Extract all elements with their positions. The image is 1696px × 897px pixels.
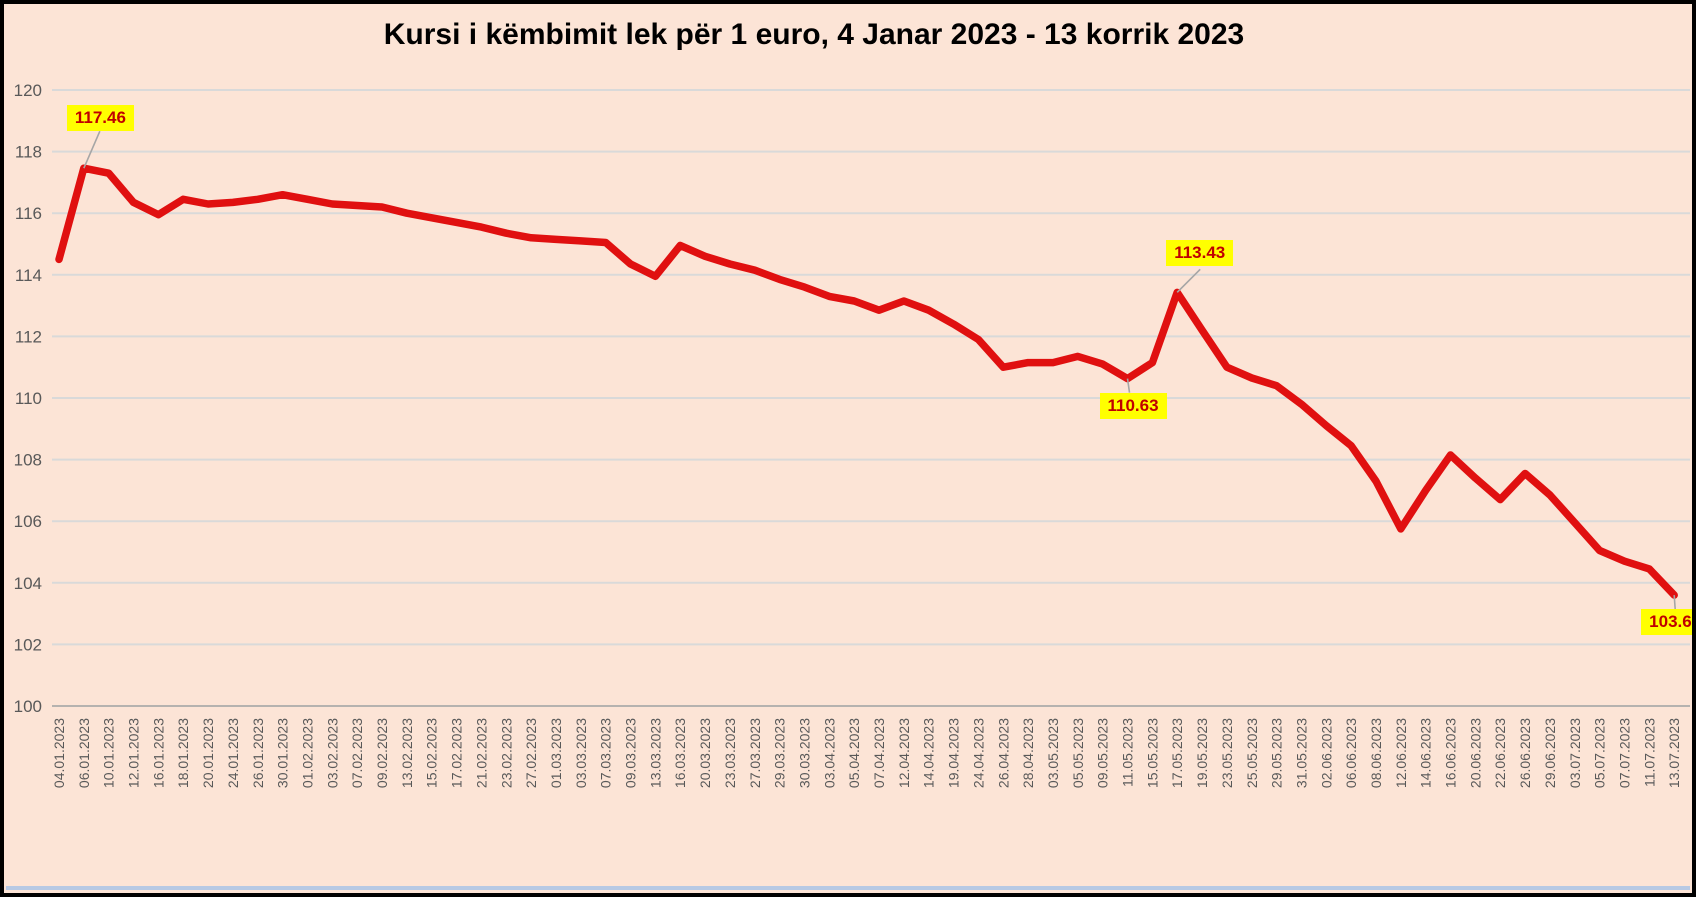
x-tick-label: 17.02.2023 — [449, 718, 465, 788]
x-tick-label: 05.05.2023 — [1070, 718, 1086, 788]
x-tick-label: 12.04.2023 — [896, 718, 912, 788]
x-tick-label: 07.07.2023 — [1616, 718, 1632, 788]
x-tick-label: 19.05.2023 — [1194, 718, 1210, 788]
y-tick-label: 102 — [14, 635, 42, 654]
x-tick-label: 11.05.2023 — [1120, 718, 1136, 787]
x-tick-label: 22.06.2023 — [1492, 718, 1508, 788]
line-plot: 100 102 104 106 108 110 112 114 116 118 120 04.01.2… — [14, 81, 1690, 788]
x-tick-label: 09.05.2023 — [1095, 718, 1111, 788]
x-tick-label: 13.02.2023 — [399, 718, 415, 788]
x-tick-label: 08.06.2023 — [1368, 718, 1384, 788]
y-tick-label: 104 — [14, 574, 42, 593]
x-tick-label: 19.04.2023 — [946, 718, 962, 788]
x-tick-label: 16.03.2023 — [672, 718, 688, 788]
x-tick-label: 20.01.2023 — [200, 718, 216, 788]
y-tick-label: 100 — [14, 697, 42, 716]
x-tick-label: 07.04.2023 — [871, 718, 887, 788]
x-tick-label: 30.01.2023 — [275, 718, 291, 788]
x-tick-label: 25.05.2023 — [1244, 718, 1260, 788]
x-tick-label: 18.01.2023 — [175, 718, 191, 788]
x-tick-label: 23.03.2023 — [722, 718, 738, 788]
y-tick-label: 116 — [15, 204, 42, 223]
x-tick-label: 14.04.2023 — [921, 718, 937, 788]
y-tick-label: 106 — [14, 512, 42, 531]
x-tick-label: 03.02.2023 — [324, 718, 340, 788]
callout-leader-line — [1673, 595, 1676, 610]
x-tick-label: 27.03.2023 — [747, 718, 763, 788]
data-label-callout: 110.63 — [1099, 392, 1167, 419]
callout-leader-line — [1176, 268, 1201, 293]
y-tick-label: 114 — [15, 266, 42, 285]
x-tick-label: 17.05.2023 — [1169, 718, 1185, 788]
x-tick-label: 06.06.2023 — [1343, 718, 1359, 788]
x-tick-label: 07.02.2023 — [349, 718, 365, 788]
x-tick-label: 02.06.2023 — [1318, 718, 1334, 788]
x-tick-label: 09.03.2023 — [623, 718, 639, 788]
x-tick-label: 26.04.2023 — [995, 718, 1011, 788]
x-tick-label: 30.03.2023 — [796, 718, 812, 788]
x-tick-label: 28.04.2023 — [1020, 718, 1036, 788]
x-tick-label: 24.04.2023 — [970, 718, 986, 788]
x-tick-label: 20.06.2023 — [1467, 718, 1483, 788]
x-tick-label: 11.07.2023 — [1641, 718, 1657, 787]
callout-leader-line — [1126, 378, 1131, 393]
x-tick-label: 26.06.2023 — [1517, 718, 1533, 788]
x-tick-label: 27.02.2023 — [523, 718, 539, 788]
x-tick-label: 01.02.2023 — [299, 718, 315, 788]
x-tick-label: 09.02.2023 — [374, 718, 390, 788]
data-label-callout: 117.46 — [66, 105, 134, 132]
x-tick-label: 12.01.2023 — [126, 718, 142, 788]
x-tick-label: 13.07.2023 — [1666, 718, 1682, 788]
x-tick-label: 16.01.2023 — [150, 718, 166, 788]
x-tick-label: 01.03.2023 — [548, 718, 564, 788]
x-tick-label: 05.07.2023 — [1592, 718, 1608, 788]
x-tick-label: 10.01.2023 — [101, 718, 117, 788]
y-tick-label: 110 — [15, 389, 42, 408]
x-tick-label: 20.03.2023 — [697, 718, 713, 788]
callout-leader-line — [83, 130, 101, 169]
x-tick-label: 13.03.2023 — [647, 718, 663, 788]
y-tick-label: 118 — [15, 143, 42, 162]
x-tick-label: 03.04.2023 — [821, 718, 837, 788]
series-line — [55, 164, 1678, 599]
x-tick-label: 16.06.2023 — [1443, 718, 1459, 788]
x-tick-label: 06.01.2023 — [76, 718, 92, 788]
x-tick-label: 29.06.2023 — [1542, 718, 1558, 788]
y-tick-label: 112 — [15, 327, 42, 346]
x-tick-label: 21.02.2023 — [473, 718, 489, 788]
x-tick-label: 05.04.2023 — [846, 718, 862, 788]
y-tick-label: 108 — [14, 451, 42, 470]
x-tick-label: 14.06.2023 — [1418, 718, 1434, 788]
x-tick-label: 23.02.2023 — [498, 718, 514, 788]
y-tick-label: 120 — [14, 81, 42, 100]
x-tick-label: 24.01.2023 — [225, 718, 241, 788]
x-tick-label: 15.05.2023 — [1144, 718, 1160, 788]
data-label-callout: 113.43 — [1166, 240, 1234, 267]
chart-title: Kursi i këmbimit lek për 1 euro, 4 Janar… — [383, 18, 1245, 51]
x-tick-label: 03.05.2023 — [1045, 718, 1061, 788]
data-label-callout: 103.6 — [1641, 609, 1692, 636]
x-tick-label: 03.03.2023 — [573, 718, 589, 788]
x-tick-label: 12.06.2023 — [1393, 718, 1409, 788]
x-tick-label: 23.05.2023 — [1219, 718, 1235, 788]
x-tick-label: 04.01.2023 — [51, 718, 67, 788]
x-tick-label: 03.07.2023 — [1567, 718, 1583, 788]
x-tick-label: 29.05.2023 — [1269, 718, 1285, 788]
bottom-blue-strip — [6, 886, 1690, 890]
x-tick-label: 31.05.2023 — [1293, 718, 1309, 788]
x-tick-label: 07.03.2023 — [598, 718, 614, 788]
x-tick-label: 15.02.2023 — [424, 718, 440, 788]
x-tick-label: 26.01.2023 — [250, 718, 266, 788]
x-tick-label: 29.03.2023 — [772, 718, 788, 788]
